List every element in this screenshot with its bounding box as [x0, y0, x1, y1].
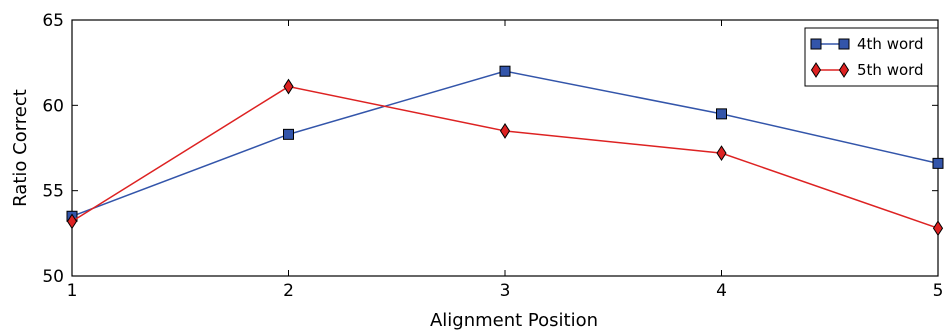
legend-marker — [810, 62, 822, 78]
y-tick-label: 50 — [42, 267, 64, 287]
data-point — [283, 78, 294, 95]
y-tick-label: 55 — [42, 182, 64, 202]
legend-marker — [838, 38, 850, 50]
data-point — [499, 65, 511, 77]
data-point — [499, 123, 511, 139]
data-point — [66, 213, 78, 230]
data-point — [716, 108, 727, 120]
data-point — [716, 145, 727, 162]
legend-box — [804, 27, 939, 87]
legend-label: 4th word — [857, 35, 924, 53]
series-line-2 — [71, 85, 939, 229]
y-tick-label: 60 — [42, 96, 64, 116]
series-layer — [66, 65, 944, 237]
legend: 4th word 5th word — [804, 27, 939, 87]
x-tick-label: 5 — [933, 281, 944, 301]
x-tick-label: 2 — [283, 281, 294, 301]
legend-marker — [838, 62, 850, 78]
data-point — [932, 157, 944, 169]
x-tick-label: 1 — [67, 281, 78, 301]
legend-marker — [810, 38, 822, 50]
series-line-1 — [71, 70, 939, 217]
data-point — [283, 128, 294, 140]
x-tick-label: 4 — [716, 281, 727, 301]
x-tick-label: 3 — [500, 281, 511, 301]
y-tick-label: 65 — [42, 11, 64, 31]
y-axis-label: Ratio Correct — [10, 89, 31, 207]
data-point — [932, 220, 944, 237]
x-axis-label: Alignment Position — [430, 310, 598, 330]
legend-label: 5th word — [857, 61, 924, 79]
